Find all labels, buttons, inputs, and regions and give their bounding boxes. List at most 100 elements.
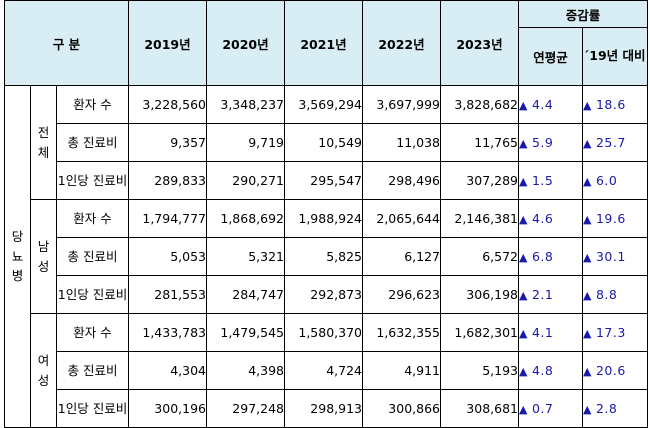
value-cell: 1,682,301 xyxy=(440,313,519,352)
annual-change-cell: ▲ 6.8 xyxy=(518,237,583,276)
vs-2019-change-cell: ▲ 6.0 xyxy=(581,161,649,200)
table-body: 당뇨병 전체 환자 수 3,228,560 3,348,237 3,569,294 3,69… xyxy=(4,85,649,428)
vs-2019-change-cell: ▲ 19.6 xyxy=(581,199,649,238)
row-label: 1인당 진료비 xyxy=(56,161,129,200)
change-value: 4.1 xyxy=(531,325,554,340)
table-row: 총 진료비 4,304 4,398 4,724 4,911 5,193 ▲ 4.8 ▲ 20.6 xyxy=(5,351,649,390)
value-cell: 1,794,777 xyxy=(128,199,207,238)
up-triangle-icon: ▲ xyxy=(519,251,528,264)
value-cell: 300,196 xyxy=(128,389,207,428)
vs-2019-change-cell: ▲ 2.8 xyxy=(581,389,649,428)
vs-2019-change-cell: ▲ 18.6 xyxy=(581,85,649,124)
table-row: 총 진료비 9,357 9,719 10,549 11,038 11,765 ▲ 5.9 ▲ 25… xyxy=(5,123,649,162)
row-label: 1인당 진료비 xyxy=(56,389,129,428)
header-year-2022: 2022년 xyxy=(362,0,441,86)
up-triangle-icon: ▲ xyxy=(519,175,528,188)
change-value: 25.7 xyxy=(595,135,626,150)
table-row: 1인당 진료비 300,196 297,248 298,913 300,866 308,6… xyxy=(5,389,649,428)
change-value: 5.9 xyxy=(531,135,554,150)
value-cell: 5,321 xyxy=(206,237,285,276)
annual-change-cell: ▲ 2.1 xyxy=(518,275,583,314)
up-triangle-icon: ▲ xyxy=(583,251,592,264)
header-year-2021: 2021년 xyxy=(284,0,363,86)
change-value: 2.1 xyxy=(531,287,554,302)
value-cell: 5,053 xyxy=(128,237,207,276)
value-cell: 9,357 xyxy=(128,123,207,162)
value-cell: 298,913 xyxy=(284,389,363,428)
up-triangle-icon: ▲ xyxy=(519,327,528,340)
row-label: 환자 수 xyxy=(56,313,129,352)
up-triangle-icon: ▲ xyxy=(519,403,528,416)
value-cell: 3,697,999 xyxy=(362,85,441,124)
up-triangle-icon: ▲ xyxy=(583,327,592,340)
value-cell: 2,146,381 xyxy=(440,199,519,238)
value-cell: 1,479,545 xyxy=(206,313,285,352)
annual-change-cell: ▲ 4.8 xyxy=(518,351,583,390)
vs-2019-change-cell: ▲ 8.8 xyxy=(581,275,649,314)
group-label: 전체 xyxy=(30,85,57,200)
change-value: 6.0 xyxy=(595,173,618,188)
row-label: 총 진료비 xyxy=(56,237,129,276)
group-name: 전체 xyxy=(37,125,50,160)
header-change-rate: 증감률 xyxy=(517,0,649,28)
value-cell: 297,248 xyxy=(206,389,285,428)
value-cell: 11,038 xyxy=(362,123,441,162)
value-cell: 3,828,682 xyxy=(440,85,519,124)
change-value: 0.7 xyxy=(531,401,554,416)
annual-change-cell: ▲ 5.9 xyxy=(518,123,583,162)
up-triangle-icon: ▲ xyxy=(519,289,528,302)
up-triangle-icon: ▲ xyxy=(583,137,592,150)
group-label: 여성 xyxy=(30,313,57,428)
header-year-2019: 2019년 xyxy=(128,0,207,86)
change-value: 8.8 xyxy=(595,287,618,302)
value-cell: 300,866 xyxy=(362,389,441,428)
value-cell: 11,765 xyxy=(440,123,519,162)
value-cell: 1,632,355 xyxy=(362,313,441,352)
value-cell: 1,868,692 xyxy=(206,199,285,238)
value-cell: 3,569,294 xyxy=(284,85,363,124)
value-cell: 3,228,560 xyxy=(128,85,207,124)
row-label: 1인당 진료비 xyxy=(56,275,129,314)
value-cell: 290,271 xyxy=(206,161,285,200)
vs-2019-change-cell: ▲ 17.3 xyxy=(581,313,649,352)
change-value: 17.3 xyxy=(595,325,626,340)
up-triangle-icon: ▲ xyxy=(583,403,592,416)
change-value: 19.6 xyxy=(595,211,626,226)
disease-label: 당뇨병 xyxy=(4,85,31,428)
disease-statistics-table: 구 분 2019년 2020년 2021년 2022년 2023년 증감률 연평… xyxy=(4,0,649,428)
up-triangle-icon: ▲ xyxy=(519,99,528,112)
row-label: 환자 수 xyxy=(56,199,129,238)
change-value: 20.6 xyxy=(595,363,626,378)
vs-2019-change-cell: ▲ 25.7 xyxy=(581,123,649,162)
header-vs-2019: ´19년 대비 ´23년 xyxy=(581,27,649,86)
up-triangle-icon: ▲ xyxy=(519,365,528,378)
value-cell: 281,553 xyxy=(128,275,207,314)
change-value: 4.4 xyxy=(531,97,554,112)
header-annual-average: 연평균 xyxy=(518,27,583,86)
value-cell: 295,547 xyxy=(284,161,363,200)
value-cell: 2,065,644 xyxy=(362,199,441,238)
annual-change-cell: ▲ 1.5 xyxy=(518,161,583,200)
up-triangle-icon: ▲ xyxy=(583,175,592,188)
group-name: 남성 xyxy=(37,239,50,274)
change-value: 4.8 xyxy=(531,363,554,378)
change-value: 2.8 xyxy=(595,401,618,416)
table-row: 남성 환자 수 1,794,777 1,868,692 1,988,924 2,065,6… xyxy=(5,199,649,314)
value-cell: 5,825 xyxy=(284,237,363,276)
value-cell: 4,724 xyxy=(284,351,363,390)
value-cell: 1,433,783 xyxy=(128,313,207,352)
change-value: 30.1 xyxy=(595,249,626,264)
value-cell: 284,747 xyxy=(206,275,285,314)
annual-change-cell: ▲ 4.1 xyxy=(518,313,583,352)
up-triangle-icon: ▲ xyxy=(583,365,592,378)
value-cell: 4,911 xyxy=(362,351,441,390)
value-cell: 289,833 xyxy=(128,161,207,200)
up-triangle-icon: ▲ xyxy=(583,213,592,226)
disease-name: 당뇨병 xyxy=(11,229,24,284)
value-cell: 1,580,370 xyxy=(284,313,363,352)
value-cell: 6,127 xyxy=(362,237,441,276)
value-cell: 4,304 xyxy=(128,351,207,390)
value-cell: 10,549 xyxy=(284,123,363,162)
header-category: 구 분 xyxy=(4,0,129,86)
change-value: 4.6 xyxy=(531,211,554,226)
